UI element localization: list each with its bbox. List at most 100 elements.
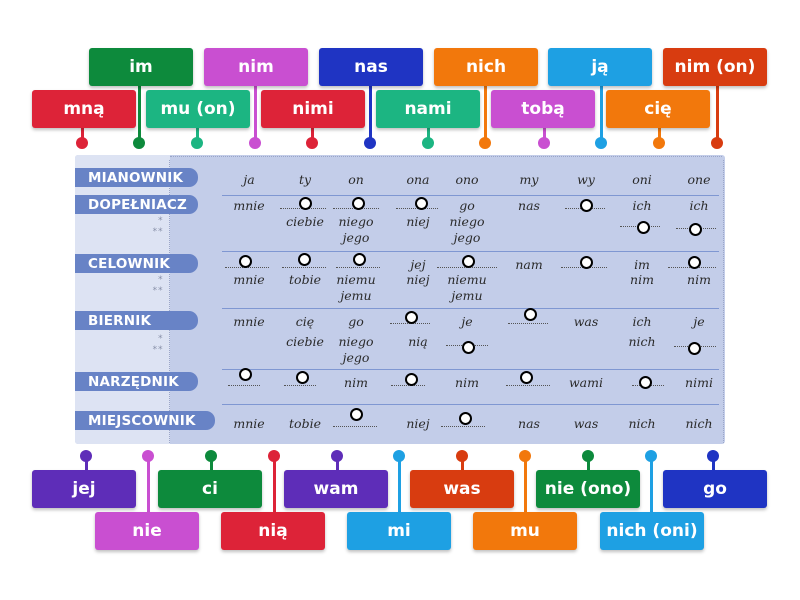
case-label: DOPEŁNIACZ — [75, 195, 198, 214]
tag-connector-line — [254, 86, 257, 143]
drop-target-slot[interactable] — [459, 412, 472, 425]
tag-connector-line — [484, 86, 487, 143]
pronoun-form: jemu — [340, 288, 372, 303]
drop-target-slot[interactable] — [580, 199, 593, 212]
drop-target-slot[interactable] — [239, 368, 252, 381]
drop-target-slot[interactable] — [639, 376, 652, 389]
pronoun-form: im — [634, 257, 650, 272]
tag-pin-icon — [393, 450, 405, 462]
tag-pin-icon — [645, 450, 657, 462]
pronoun-form: niej — [406, 416, 430, 431]
drop-target-slot[interactable] — [298, 253, 311, 266]
tag-pin-icon — [205, 450, 217, 462]
pronoun-form: nich — [628, 334, 656, 349]
tag-pin-icon — [653, 137, 665, 149]
case-label: NARZĘDNIK — [75, 372, 198, 391]
drop-target-slot[interactable] — [239, 255, 252, 268]
tag-connector-line — [650, 458, 653, 512]
tag-connector-line — [524, 458, 527, 512]
row-divider — [222, 404, 719, 405]
pronoun-form: nich — [685, 416, 713, 431]
draggable-tag[interactable]: nas — [319, 48, 423, 86]
pronoun-form: jemu — [451, 288, 483, 303]
tag-connector-line — [336, 458, 339, 470]
pronoun-form: niej — [406, 214, 430, 229]
tag-connector-line — [461, 458, 464, 470]
tag-connector-line — [138, 86, 141, 143]
drop-target-slot[interactable] — [462, 255, 475, 268]
draggable-tag[interactable]: im — [89, 48, 193, 86]
tag-connector-line — [543, 128, 546, 143]
draggable-tag[interactable]: cię — [606, 90, 710, 128]
pronoun-form: nim — [344, 375, 368, 390]
tag-pin-icon — [142, 450, 154, 462]
drop-target-slot[interactable] — [296, 371, 309, 384]
tag-connector-line — [398, 458, 401, 512]
draggable-tag[interactable]: mu — [473, 512, 577, 550]
draggable-tag[interactable]: wam — [284, 470, 388, 508]
drop-target-slot[interactable] — [524, 308, 537, 321]
pronoun-form: nim — [630, 272, 654, 287]
draggable-tag[interactable]: nią — [221, 512, 325, 550]
draggable-tag[interactable]: was — [410, 470, 514, 508]
draggable-tag[interactable]: mi — [347, 512, 451, 550]
row-divider — [222, 369, 719, 370]
tag-pin-icon — [80, 450, 92, 462]
pronoun-form: wy — [577, 172, 595, 187]
pronoun-form: mnie — [233, 314, 265, 329]
draggable-tag[interactable]: nami — [376, 90, 480, 128]
draggable-tag[interactable]: nim — [204, 48, 308, 86]
tag-pin-icon — [422, 137, 434, 149]
draggable-tag[interactable]: nimi — [261, 90, 365, 128]
drop-target-slot[interactable] — [299, 197, 312, 210]
pronoun-form: mnie — [233, 198, 265, 213]
tag-connector-line — [210, 458, 213, 470]
drop-target-slot[interactable] — [350, 408, 363, 421]
pronoun-form: tobie — [289, 272, 321, 287]
tag-connector-line — [712, 458, 715, 470]
draggable-tag[interactable]: mną — [32, 90, 136, 128]
draggable-tag[interactable]: nie (ono) — [536, 470, 640, 508]
tag-connector-line — [81, 128, 84, 143]
footnote-marker-single: * — [157, 216, 163, 226]
draggable-tag[interactable]: nim (on) — [663, 48, 767, 86]
drop-target-slot[interactable] — [462, 341, 475, 354]
drop-target-slot[interactable] — [353, 253, 366, 266]
drop-target-slot[interactable] — [405, 373, 418, 386]
pronoun-form: ich — [632, 198, 652, 213]
drop-target-slot[interactable] — [520, 371, 533, 384]
blank-line — [336, 267, 380, 269]
blank-line — [282, 267, 326, 269]
pronoun-form: nią — [408, 334, 428, 349]
row-divider — [222, 251, 719, 252]
pronoun-form: jego — [342, 230, 370, 245]
pronoun-form: nich — [628, 416, 656, 431]
draggable-tag[interactable]: jej — [32, 470, 136, 508]
blank-line — [228, 385, 260, 387]
blank-line — [333, 426, 377, 428]
case-label: MIEJSCOWNIK — [75, 411, 215, 430]
pronoun-form: mnie — [233, 272, 265, 287]
draggable-tag[interactable]: nich — [434, 48, 538, 86]
drop-target-slot[interactable] — [415, 197, 428, 210]
draggable-tag[interactable]: go — [663, 470, 767, 508]
row-divider — [222, 195, 719, 196]
drop-target-slot[interactable] — [688, 256, 701, 269]
drop-target-slot[interactable] — [580, 256, 593, 269]
pronoun-form: je — [461, 314, 473, 329]
draggable-tag[interactable]: nich (oni) — [600, 512, 704, 550]
draggable-tag[interactable]: mu (on) — [146, 90, 250, 128]
drop-target-slot[interactable] — [688, 342, 701, 355]
draggable-tag[interactable]: tobą — [491, 90, 595, 128]
drop-target-slot[interactable] — [405, 311, 418, 324]
drop-target-slot[interactable] — [689, 223, 702, 236]
draggable-tag[interactable]: nie — [95, 512, 199, 550]
drop-target-slot[interactable] — [352, 197, 365, 210]
draggable-tag[interactable]: ci — [158, 470, 262, 508]
drop-target-slot[interactable] — [637, 221, 650, 234]
pronoun-form: was — [573, 416, 599, 431]
tag-connector-line — [587, 458, 590, 470]
draggable-tag[interactable]: ją — [548, 48, 652, 86]
pronoun-form: mnie — [233, 416, 265, 431]
tag-connector-line — [369, 86, 372, 143]
